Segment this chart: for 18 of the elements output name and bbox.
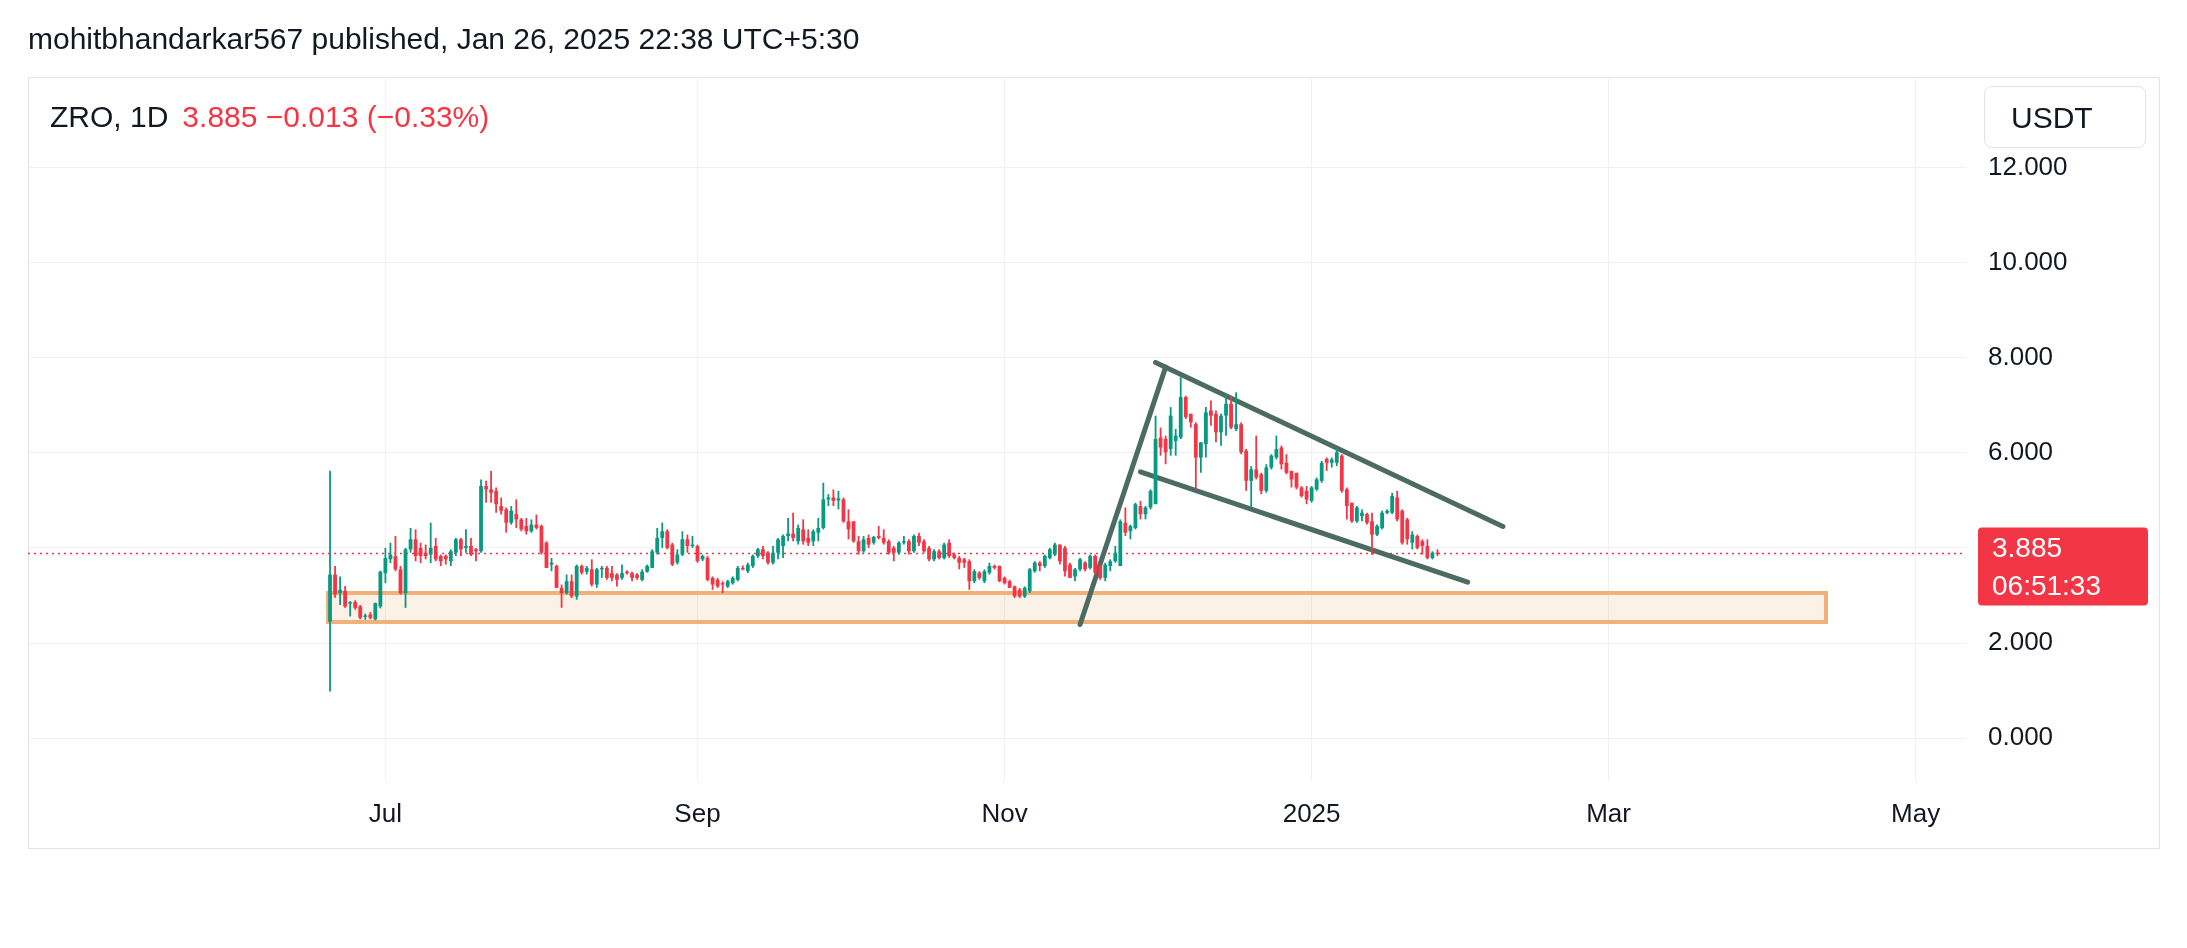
text: mohitbhandarkar567 published, Jan 26, 2025 22:38 UTC+5:30 <box>28 22 860 56</box>
y-tick-label: 2.000 <box>1988 626 2054 657</box>
y-axis-title: USDT <box>1984 86 2146 148</box>
y-tick-label: 6.000 <box>1988 435 2054 466</box>
text: 06:51:33 <box>1992 570 2101 602</box>
y-tick-label: 12.000 <box>1988 150 2068 181</box>
ref-line-label: 3.885 <box>1992 532 2063 564</box>
x-tick-label: Mar <box>1586 797 1632 828</box>
y-tick-label: 0.000 <box>1988 721 2054 752</box>
x-tick-label: Nov <box>981 797 1028 828</box>
text: 3.885 −0.013 (−0.33%) <box>182 100 490 133</box>
text: ZRO, 1D <box>50 100 169 133</box>
x-tick-label: Jul <box>368 797 403 828</box>
x-tick-label: May <box>1891 797 1941 828</box>
x-tick-label: Sep <box>674 797 721 828</box>
x-tick-label: 2025 <box>1282 797 1341 828</box>
y-tick-label: 8.000 <box>1988 340 2054 371</box>
y-tick-label: 10.000 <box>1988 245 2068 276</box>
